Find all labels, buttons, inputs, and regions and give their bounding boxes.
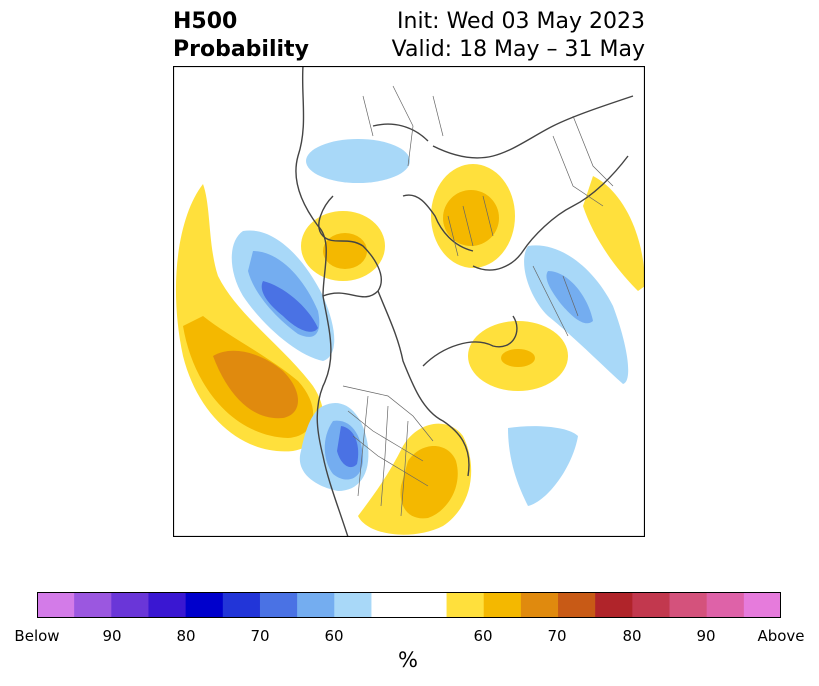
colorbar-cell (371, 592, 448, 618)
below-anomaly-canada-north (306, 139, 410, 183)
colorbar-cell (222, 592, 261, 618)
map-frame (173, 66, 645, 537)
colorbar-tick-label: 80 (622, 627, 642, 645)
colorbar-cell (259, 592, 298, 618)
colorbar-tick-label: 60 (324, 627, 344, 645)
colorbar-cell (74, 592, 112, 618)
colorbar-tick-label: 70 (547, 627, 567, 645)
colorbar-cell (446, 592, 485, 618)
colorbar-tick-label: 60 (473, 627, 493, 645)
colorbar-tick-label: 70 (250, 627, 270, 645)
colorbar-cell (669, 592, 708, 618)
below-anomaly-atlantic (508, 426, 578, 506)
colorbar-tick-label: Above (757, 627, 805, 645)
below-anomaly-scandinavia (524, 245, 629, 384)
colorbar (37, 592, 781, 618)
colorbar-cell (595, 592, 633, 618)
above-anomaly-eastern-us (358, 423, 472, 535)
title-type: Probability (173, 37, 309, 62)
colorbar-cell (743, 592, 781, 618)
colorbar-cell (297, 592, 335, 618)
colorbar-cell (185, 592, 224, 618)
colorbar-unit: % (398, 648, 418, 672)
colorbar-frame (37, 592, 781, 618)
colorbar-tick-label: 90 (102, 627, 122, 645)
colorbar-cell (37, 592, 75, 618)
coastlines (295, 66, 634, 537)
colorbar-cell (632, 592, 671, 618)
above-anomaly-pacific (175, 184, 324, 452)
title-variable: H500 (173, 9, 238, 34)
colorbar-cell (558, 592, 596, 618)
political-boundaries (342, 85, 614, 517)
colorbar-cell (148, 592, 187, 618)
chart-title: H500 Probability (173, 8, 309, 64)
colorbar-tick-label: Below (14, 627, 60, 645)
colorbar-tick-label: 90 (696, 627, 716, 645)
colorbar-cell (520, 592, 559, 618)
chart-dates: Init: Wed 03 May 2023 Valid: 18 May – 31… (392, 8, 645, 64)
colorbar-cell (706, 592, 745, 618)
below-anomaly-alaska (231, 230, 335, 361)
probability-map (173, 66, 645, 537)
colorbar-cell (483, 592, 522, 618)
above-anomaly-asia-east (583, 176, 645, 291)
above-anomaly-europe (468, 321, 568, 391)
colorbar-tick-label: 80 (176, 627, 196, 645)
colorbar-cell (334, 592, 372, 618)
init-date: Init: Wed 03 May 2023 (397, 9, 645, 34)
valid-range: Valid: 18 May – 31 May (391, 37, 645, 62)
above-anomaly-hudson-bay (301, 211, 385, 281)
above-anomaly-siberia (431, 164, 515, 268)
colorbar-cell (111, 592, 149, 618)
